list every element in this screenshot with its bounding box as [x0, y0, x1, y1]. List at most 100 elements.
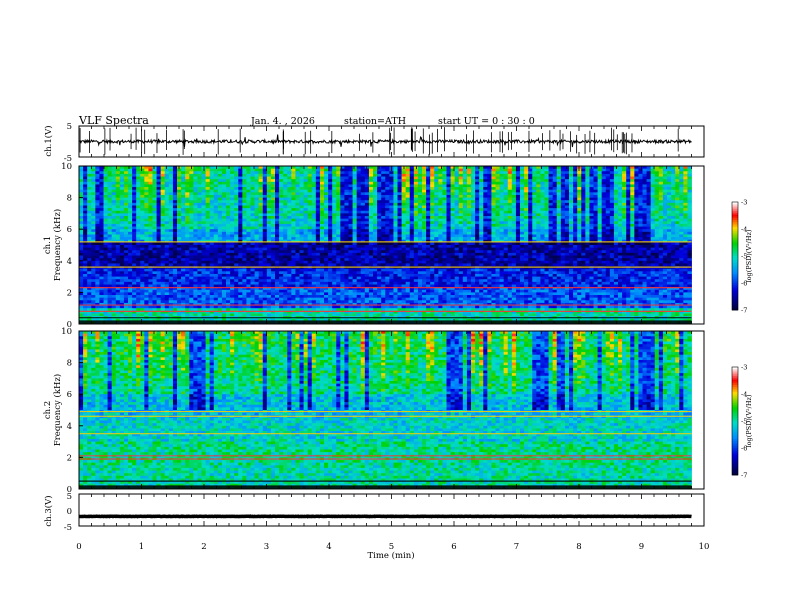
ch1-spectrogram-cell [426, 166, 431, 170]
ch1-spectrogram-cell [622, 221, 627, 225]
ch1-spectrogram-cell [352, 216, 358, 220]
ch1-spectrogram-cell [250, 194, 255, 198]
ch1-spectrogram-cell [499, 166, 505, 170]
ch1-spectrogram-cell [123, 247, 129, 251]
ch1-spectrogram-cell [160, 231, 166, 235]
ch1-spectrogram-cell [209, 176, 215, 180]
ch1-spectrogram-cell [446, 205, 451, 209]
ch1-spectrogram-cell [336, 245, 341, 249]
ch1-spectrogram-cell [328, 231, 333, 235]
ch1-spectrogram-cell [148, 221, 153, 225]
ch1-spectrogram-cell [675, 168, 680, 172]
ch1-spectrogram-cell [540, 181, 545, 185]
ch1-spectrogram-cell [111, 205, 117, 209]
ch1-spectrogram-cell [442, 213, 447, 217]
ch1-spectrogram-cell [242, 221, 247, 225]
ch1-spectrogram-cell [226, 181, 231, 185]
ch1-spectrogram-cell [87, 202, 92, 206]
ch1-spectrogram-cell [152, 242, 157, 246]
ch1-spectrogram-cell [536, 218, 541, 222]
ch1-spectrogram-cell [646, 213, 652, 217]
ch1-spectrogram-cell [197, 192, 202, 196]
ch1-spectrogram-cell [662, 247, 668, 251]
ch1-spectrogram-cell [99, 200, 104, 204]
ch1-spectrogram-cell [197, 221, 202, 225]
ch1-spectrogram-cell [299, 250, 304, 254]
ch1-spectrogram-cell [177, 171, 182, 175]
ch1-spectrogram-cell [197, 179, 202, 183]
ch1-spectrogram-cell [458, 171, 464, 175]
ch1-spectrogram-cell [95, 166, 100, 170]
ch1-spectrogram-cell [601, 171, 607, 175]
ch1-spectrogram-cell [287, 223, 292, 227]
ch1-spectrogram-cell [560, 181, 566, 185]
ch1-spectrogram-cell [393, 245, 398, 249]
ch1-spectrogram-cell [164, 231, 170, 235]
ch1-spectrogram-cell [364, 173, 370, 177]
ch1-spectrogram-cell [177, 176, 182, 180]
ch1-spectrogram-cell [442, 234, 447, 238]
ch1-spectrogram-cell [389, 223, 394, 227]
ch1-spectrogram-cell [393, 223, 398, 227]
ch1-spectrogram-cell [307, 176, 313, 180]
ch1-spectrogram-cell [683, 213, 688, 217]
ch1-spectrogram-cell [136, 210, 141, 214]
ch1-spectrogram-cell [385, 237, 390, 241]
ch1-spectrogram-cell [360, 210, 366, 214]
ch1-spectrogram-cell [91, 171, 96, 175]
ch1-spectrogram-cell [438, 176, 443, 180]
ch1-spectrogram-cell [687, 197, 692, 201]
ch1-spectrogram-cell [454, 223, 460, 227]
ch1-spectrogram-cell [524, 184, 529, 188]
ch1-spectrogram-cell [144, 216, 149, 220]
ch1-spectrogram-cell [123, 189, 129, 193]
ch1-spectrogram-cell [234, 231, 239, 235]
ch1-spectrogram-cell [650, 197, 656, 201]
ch1-spectrogram-cell [79, 250, 84, 254]
ch1-spectrogram-cell [446, 210, 451, 214]
ch1-spectrogram-cell [426, 234, 431, 238]
ch1-spectrogram-cell [413, 166, 419, 170]
ch1-spectrogram-cell [246, 189, 251, 193]
ch1-spectrogram-cell [103, 216, 108, 220]
ch1-spectrogram-cell [319, 202, 325, 206]
ch1-spectrogram-cell [556, 171, 562, 175]
ch1-spectrogram-cell [319, 166, 325, 170]
ch1-spectrogram-cell [462, 173, 468, 177]
ch1-spectrogram-cell [556, 210, 562, 214]
ch1-spectrogram-cell [658, 210, 664, 214]
ch1-spectrogram-cell [491, 202, 496, 206]
ch1-spectrogram-cell [193, 205, 198, 209]
ch1-spectrogram-cell [226, 245, 231, 249]
ch1-spectrogram-cell [405, 223, 411, 227]
ch1-spectrogram-cell [552, 176, 558, 180]
ch1-spectrogram-cell [115, 221, 121, 225]
ch1-spectrogram-cell [389, 221, 394, 225]
ch1-spectrogram-cell [630, 192, 635, 196]
ch1-spectrogram-cell [528, 192, 533, 196]
ch1-spectrogram-cell [254, 229, 260, 233]
ch1-spectrogram-cell [103, 189, 108, 193]
ch1-spectrogram-cell [324, 245, 329, 249]
ch1-spectrogram-cell [336, 234, 341, 238]
ch1-spectrogram-cell [201, 231, 206, 235]
ch1-spectrogram-cell [618, 173, 623, 177]
ch1-spectrogram-cell [279, 242, 284, 246]
ch1-spectrogram-cell [662, 197, 668, 201]
ch1-spectrogram-cell [409, 176, 415, 180]
ch1-spectrogram-cell [417, 223, 423, 227]
ch1-spectrogram-cell [483, 229, 488, 233]
ch1-spectrogram-cell [630, 221, 635, 225]
ch1-spectrogram-cell [160, 176, 166, 180]
ch1-spectrogram-cell [667, 189, 672, 193]
ch1-spectrogram-cell [548, 197, 554, 201]
ch1-spectrogram-cell [324, 226, 329, 230]
ch1-spectrogram-cell [487, 237, 492, 241]
ch1-spectrogram-cell [160, 181, 166, 185]
ch1-spectrogram-cell [446, 194, 451, 198]
ch1-spectrogram-cell [618, 192, 623, 196]
ch1-spectrogram-cell [164, 229, 170, 233]
ch1-spectrogram-cell [230, 247, 235, 251]
ch1-spectrogram-cell [287, 247, 292, 251]
ch1-spectrogram-cell [291, 205, 296, 209]
